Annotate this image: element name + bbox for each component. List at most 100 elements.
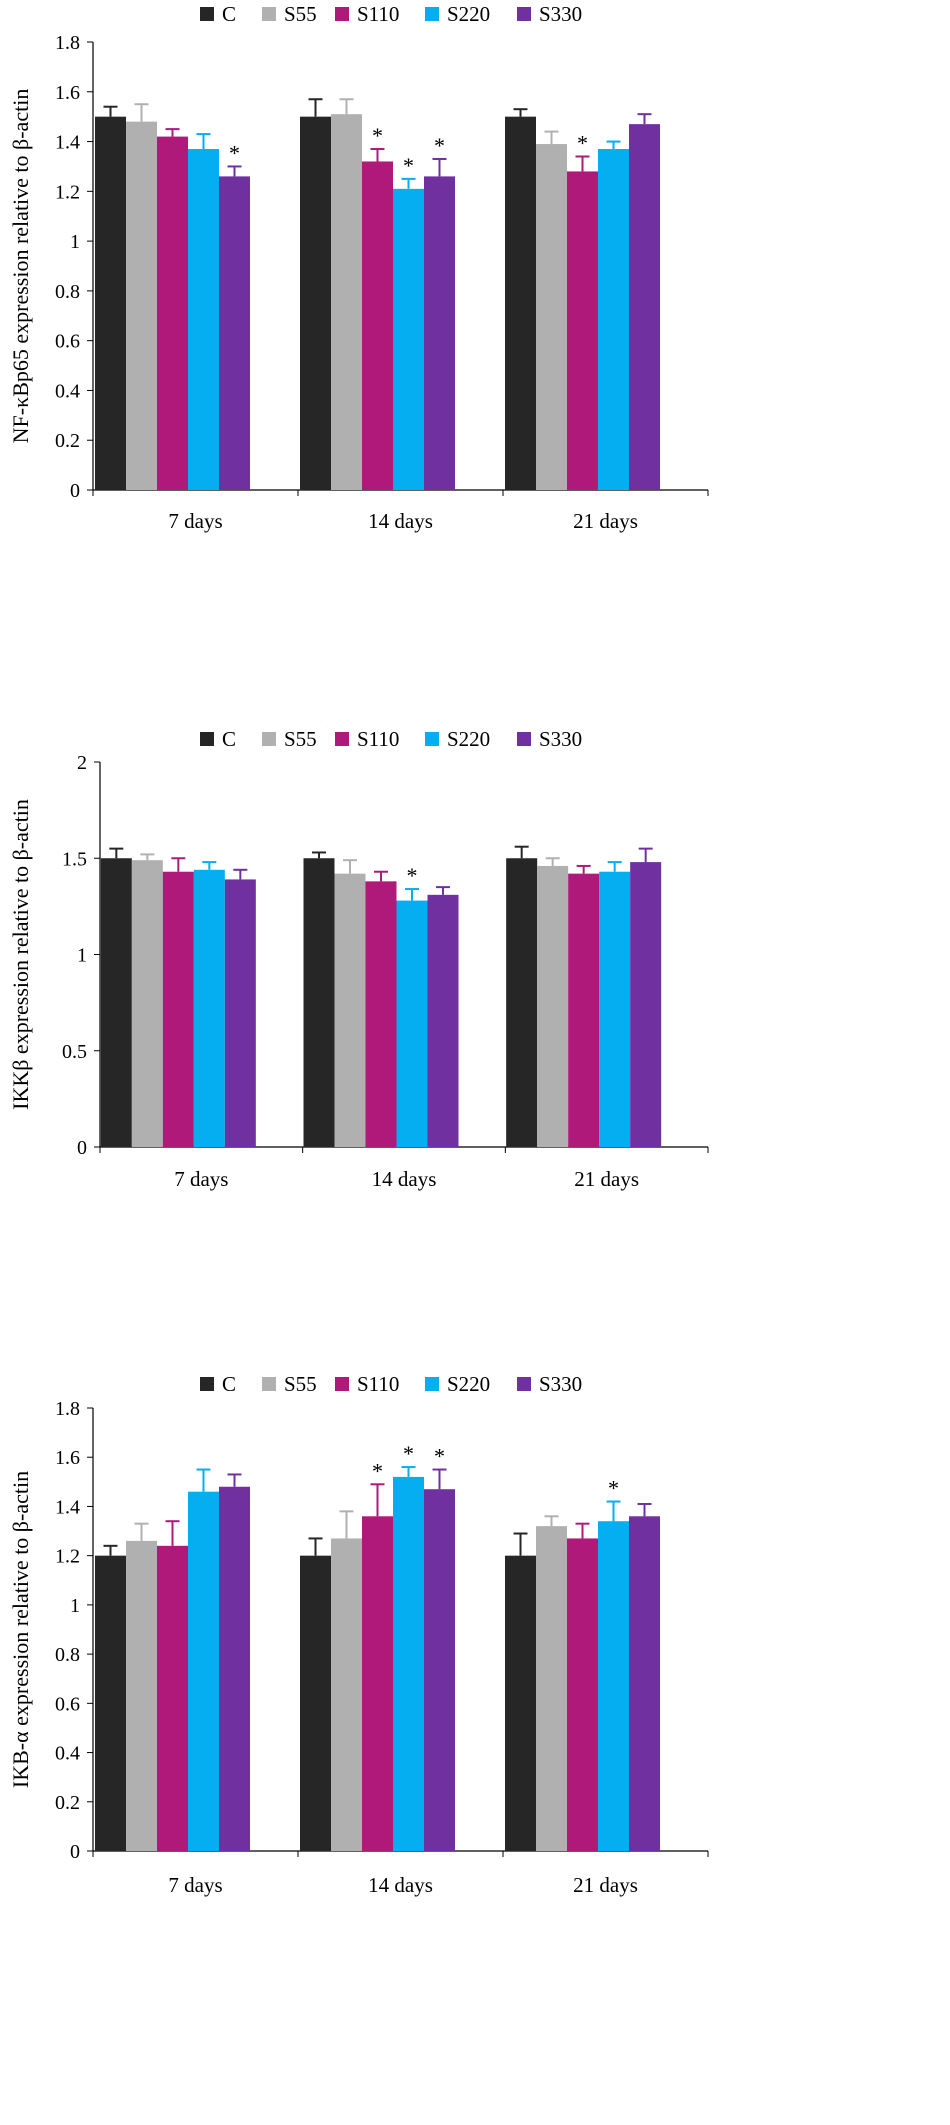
bar-c-21-days xyxy=(505,116,536,491)
significance-star: * xyxy=(372,123,383,148)
significance-star: * xyxy=(577,130,588,155)
bar-s55-21-days xyxy=(536,1526,567,1851)
legend-swatch-s55 xyxy=(262,732,276,746)
legend-swatch-s220 xyxy=(425,1377,439,1391)
legend-label-s55: S55 xyxy=(284,727,317,751)
legend-label-c: C xyxy=(222,2,236,26)
y-tick-label: 0.4 xyxy=(55,380,80,402)
y-tick-label: 0.6 xyxy=(55,331,80,353)
y-tick-label: 1.8 xyxy=(55,32,80,54)
bar-s55-14-days xyxy=(334,873,366,1147)
bar-c-21-days xyxy=(505,1555,536,1851)
legend-swatch-s330 xyxy=(517,1377,531,1391)
bar-s110-21-days xyxy=(568,873,600,1147)
legend-label-s330: S330 xyxy=(539,727,582,751)
bar-s330-21-days xyxy=(629,124,660,490)
legend: C S55 S110 S220 S330 xyxy=(200,727,582,751)
legend-label-c: C xyxy=(222,1372,236,1396)
y-tick-label: 0 xyxy=(70,1841,80,1863)
y-tick-label: 1.6 xyxy=(55,1447,80,1469)
axes: 0 0.2 0.4 0.6 0.8 1 1.2 1.4 1.6 1.8 7 days 14 days 2… xyxy=(55,32,709,533)
legend-swatch-s330 xyxy=(517,732,531,746)
bar-s330-7-days xyxy=(219,1486,250,1851)
bar-s330-21-days xyxy=(629,1516,660,1851)
bar-s55-7-days xyxy=(126,121,157,491)
x-tick-label: 7 days xyxy=(174,1167,228,1191)
significance-star: * xyxy=(403,1441,414,1466)
bar-s220-21-days xyxy=(598,149,629,490)
bar-c-7-days xyxy=(95,1555,126,1851)
bar-s330-14-days xyxy=(424,176,455,490)
y-tick-label: 0 xyxy=(77,1137,87,1159)
bar-c-7-days xyxy=(100,858,132,1147)
significance-star: * xyxy=(434,1444,445,1469)
significance-star: * xyxy=(403,153,414,178)
bar-s55-14-days xyxy=(331,1538,362,1851)
x-tick-label: 21 days xyxy=(573,509,638,533)
bar-c-21-days xyxy=(506,858,538,1147)
significance-star: * xyxy=(372,1458,383,1483)
legend-swatch-s220 xyxy=(425,732,439,746)
bars: * xyxy=(100,845,662,1147)
y-tick-label: 1.4 xyxy=(55,1496,80,1518)
bar-s55-21-days xyxy=(537,865,569,1147)
bar-s220-21-days xyxy=(599,871,631,1147)
legend-label-s220: S220 xyxy=(447,2,490,26)
y-axis-label: IKB-α expression relative to β-actin xyxy=(8,1471,33,1788)
significance-star: * xyxy=(407,863,418,888)
y-tick-label: 1 xyxy=(70,231,80,253)
bar-c-14-days xyxy=(303,858,335,1147)
legend-swatch-s330 xyxy=(517,7,531,21)
legend-swatch-c xyxy=(200,1377,214,1391)
chart-ikkb: C S55 S110 S220 S330 0 0.5 1 1.5 2 7 days 14 days 21… xyxy=(8,727,709,1191)
significance-star: * xyxy=(229,140,240,165)
bar-s330-7-days xyxy=(224,879,256,1147)
bar-s110-21-days xyxy=(567,1538,598,1851)
y-tick-label: 1.4 xyxy=(55,132,80,154)
x-tick-label: 14 days xyxy=(368,1873,433,1897)
y-tick-label: 0.6 xyxy=(55,1693,80,1715)
bars: * * * * xyxy=(95,1441,660,1851)
legend-swatch-s55 xyxy=(262,7,276,21)
legend-swatch-s220 xyxy=(425,7,439,21)
legend-swatch-s110 xyxy=(335,7,349,21)
bar-s220-7-days xyxy=(188,149,219,490)
bar-s220-14-days xyxy=(393,188,424,490)
legend-swatch-s110 xyxy=(335,1377,349,1391)
x-tick-label: 14 days xyxy=(372,1167,437,1191)
y-tick-label: 0.2 xyxy=(55,430,80,452)
bar-s220-7-days xyxy=(188,1491,219,1851)
bar-s330-21-days xyxy=(630,862,662,1147)
axes: 0 0.2 0.4 0.6 0.8 1 1.2 1.4 1.6 1.8 7 days 14 days 2… xyxy=(55,1398,709,1897)
x-tick-label: 14 days xyxy=(368,509,433,533)
legend-swatch-c xyxy=(200,7,214,21)
legend: C S55 S110 S220 S330 xyxy=(200,2,582,26)
y-tick-label: 0.5 xyxy=(62,1041,87,1063)
y-tick-label: 1.5 xyxy=(62,848,87,870)
x-tick-label: 21 days xyxy=(573,1873,638,1897)
legend-swatch-s55 xyxy=(262,1377,276,1391)
y-tick-label: 1.2 xyxy=(55,181,80,203)
bar-s330-7-days xyxy=(219,176,250,490)
bar-s55-14-days xyxy=(331,114,362,490)
y-tick-label: 0.2 xyxy=(55,1792,80,1814)
chart-ikba: C S55 S110 S220 S330 0 0.2 0.4 0.6 0.8 1 1.2 1.4 1.6 1… xyxy=(8,1372,709,1897)
bar-s110-14-days xyxy=(362,1516,393,1851)
legend-label-s330: S330 xyxy=(539,1372,582,1396)
bars: * * * * * xyxy=(95,98,660,491)
y-tick-label: 0.4 xyxy=(55,1743,80,1765)
x-tick-label: 7 days xyxy=(168,509,222,533)
bar-s110-7-days xyxy=(162,871,194,1147)
legend-swatch-c xyxy=(200,732,214,746)
bar-c-14-days xyxy=(300,1555,331,1851)
bar-s110-7-days xyxy=(157,136,188,491)
legend-label-c: C xyxy=(222,727,236,751)
y-axis-label: NF-κBp65 expression relative to β-actin xyxy=(8,89,33,444)
legend-swatch-s110 xyxy=(335,732,349,746)
y-tick-label: 0.8 xyxy=(55,281,80,303)
y-tick-label: 1.2 xyxy=(55,1546,80,1568)
bar-s55-7-days xyxy=(126,1540,157,1851)
significance-star: * xyxy=(434,133,445,158)
legend-label-s220: S220 xyxy=(447,727,490,751)
